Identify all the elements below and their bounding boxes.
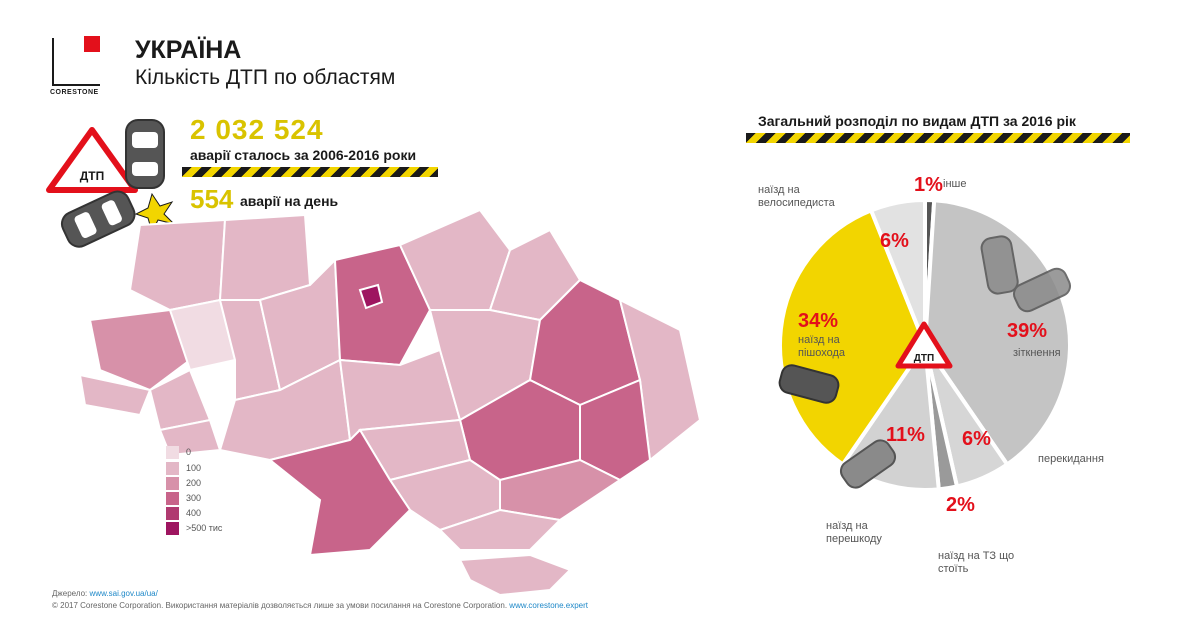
legend-swatch [166, 446, 179, 459]
page-subtitle: Кількість ДТП по областям [135, 66, 396, 89]
region-crimea [458, 553, 572, 597]
svg-text:ДТП: ДТП [914, 353, 934, 364]
region-kherson [438, 508, 563, 551]
region-kyiv [333, 243, 432, 367]
pct-obstacle: 11% [886, 424, 925, 446]
warning-sign-icon: ДТП [46, 127, 138, 193]
cat-other: інше [943, 178, 967, 190]
total-accidents: 2 032 524 [190, 114, 324, 145]
source-link[interactable]: www.sai.gov.ua/ua/ [89, 589, 158, 598]
pct-parked-vehicle: 2% [946, 494, 975, 516]
legend-label: 300 [186, 493, 202, 503]
legend-swatch [166, 477, 179, 490]
pedestrian-car-icon [778, 364, 840, 404]
cat-parked-vehicle: наїзд на ТЗ що стоїть [938, 550, 1015, 575]
region-lviv [88, 308, 192, 392]
legend-label: 200 [186, 478, 202, 488]
pie-slices [778, 197, 1072, 492]
region-odesa [267, 428, 412, 557]
pct-cyclist: 6% [880, 230, 909, 252]
car-bottom-icon [60, 190, 136, 248]
cat-rollover: перекидання [1038, 453, 1104, 465]
hazard-stripe-right [746, 133, 1130, 143]
ukraine-map [78, 208, 702, 597]
logo-square [84, 36, 100, 52]
region-luhansk [618, 298, 702, 462]
region-rivne [218, 213, 312, 301]
legend-label: >500 тис [186, 523, 223, 533]
pct-rollover: 6% [962, 428, 991, 450]
legend-swatch [166, 522, 179, 535]
region-zakarpattia [78, 373, 152, 417]
page-title: УКРАЇНА [135, 36, 242, 64]
logo-frame [52, 38, 100, 86]
legend-swatch [166, 507, 179, 520]
logo-text: CORESTONE [50, 89, 99, 96]
cat-collision: зіткнення [1013, 347, 1061, 359]
pie-slice-1 [922, 198, 1072, 468]
legend-swatch [166, 492, 179, 505]
pie-title: Загальний розподіл по видам ДТП за 2016 … [758, 113, 1076, 129]
per-day-label: аварії на день [240, 193, 339, 209]
pct-pedestrian: 34% [798, 310, 839, 332]
crash-illustration: ДТП [46, 119, 176, 248]
legend-label: 0 [186, 447, 192, 457]
pie-slice-6 [868, 197, 927, 346]
impact-icon [134, 192, 176, 234]
region-kyiv-city [358, 283, 384, 310]
legend-label: 400 [186, 508, 202, 518]
accident-type-pie: ДТП [778, 197, 1072, 492]
pct-collision: 39% [1007, 320, 1048, 342]
car-top-icon [125, 119, 165, 189]
source-label: Джерело: [52, 589, 88, 598]
legend-label: 100 [186, 463, 202, 473]
copyright-line: © 2017 Corestone Corporation. Використан… [52, 601, 588, 610]
pct-other: 1% [914, 174, 943, 196]
cat-obstacle: наїзд на перешкоду [826, 520, 882, 545]
legend-swatch [166, 462, 179, 475]
center-warning-sign-icon: ДТП [895, 321, 953, 369]
cat-pedestrian: наїзд на пішохода [798, 334, 846, 359]
obstacle-car-icon [839, 439, 897, 489]
svg-text:ДТП: ДТП [80, 169, 105, 183]
region-volyn [128, 218, 227, 312]
copyright-link[interactable]: www.corestone.expert [509, 601, 588, 610]
per-day-number: 554 [190, 184, 234, 214]
hazard-stripe [182, 167, 438, 177]
total-accidents-label: аварії сталось за 2006-2016 роки [190, 147, 417, 163]
cat-cyclist: наїзд на велосипедиста [758, 184, 835, 209]
source-line: Джерело: www.sai.gov.ua/ua/ [52, 589, 158, 598]
collision-cars-icon [980, 235, 1072, 313]
copyright-text: © 2017 Corestone Corporation. Використан… [52, 601, 508, 610]
